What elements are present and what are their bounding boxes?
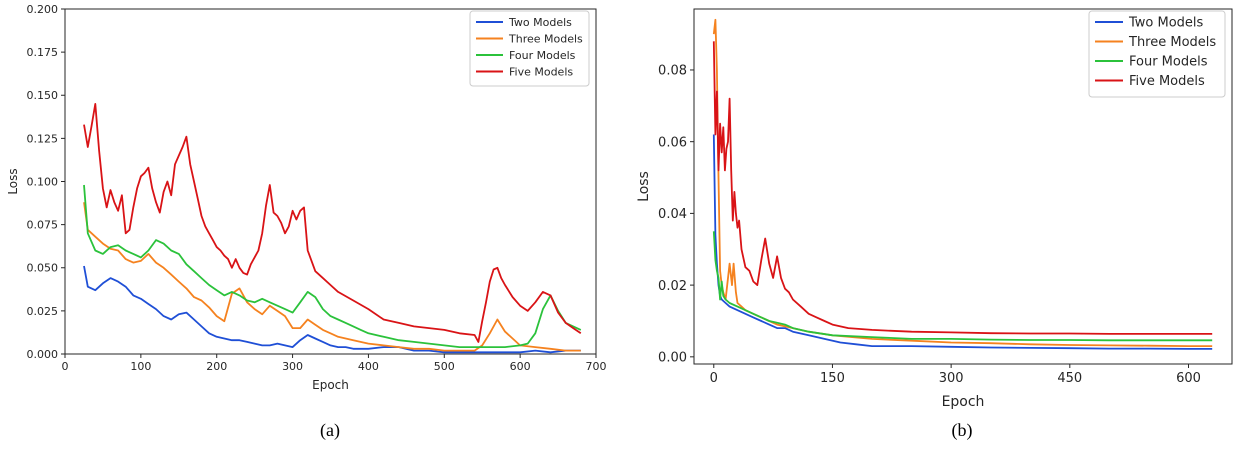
y-tick-label: 0.06 [658, 135, 687, 150]
x-tick-label: 0 [710, 371, 718, 386]
legend: Two Models Three Models Four Models Five Mo… [469, 10, 590, 87]
x-tick-label: 200 [206, 360, 227, 373]
series-lines [712, 18, 1213, 350]
x-tick-label: 600 [510, 360, 531, 373]
figure-caption: (a) [320, 420, 340, 441]
y-tick-label: 0.025 [27, 305, 59, 318]
x-tick-label: 300 [282, 360, 303, 373]
x-tick-label: 700 [586, 360, 607, 373]
x-axis-label: Epoch [312, 378, 349, 392]
y-tick-label: 0.175 [27, 46, 59, 59]
legend-label: Two Models [1128, 16, 1204, 31]
series-line-five-models [83, 103, 582, 343]
y-tick-label: 0.050 [27, 262, 59, 275]
legend-label: Five Models [509, 65, 573, 78]
x-axis-label: Epoch [942, 394, 985, 410]
x-tick-label: 500 [434, 360, 455, 373]
chart-b: 0 150 300 450 600 0.00 0.02 0.04 0.06 0.08 Epoch Lo… [636, 8, 1233, 441]
y-tick-label: 0.200 [27, 3, 59, 16]
series-lines [83, 103, 582, 354]
series-line-four-models [83, 184, 582, 349]
x-tick-label: 450 [1057, 371, 1082, 386]
x-tick-label: 300 [939, 371, 964, 386]
x-tick-label: 100 [130, 360, 151, 373]
legend-label: Four Models [1129, 55, 1208, 70]
legend-label: Three Models [1128, 35, 1216, 50]
series-line-two-models [712, 134, 1213, 350]
y-tick-label: 0.125 [27, 132, 59, 145]
legend-label: Three Models [508, 32, 583, 45]
y-axis-label: Loss [636, 171, 652, 202]
y-tick-label: 0.00 [658, 351, 687, 366]
y-tick-label: 0.150 [27, 89, 59, 102]
series-line-three-models [83, 202, 581, 352]
x-tick-label: 400 [358, 360, 379, 373]
x-tick-label: 150 [820, 371, 845, 386]
legend-box [469, 10, 590, 87]
legend-label: Two Models [508, 16, 572, 29]
figure-caption: (b) [952, 420, 973, 441]
y-tick-label: 0.000 [27, 348, 59, 361]
legend-label: Five Models [1129, 74, 1205, 89]
y-tick-label: 0.04 [658, 207, 687, 222]
x-tick-label: 0 [62, 360, 69, 373]
series-line-four-models [712, 231, 1213, 342]
series-line-five-models [712, 41, 1213, 335]
plot-frame [693, 8, 1233, 365]
x-tick-label: 600 [1176, 371, 1201, 386]
y-tick-label: 0.075 [27, 219, 59, 232]
series-line-two-models [83, 265, 581, 354]
y-tick-label: 0.08 [658, 64, 687, 79]
y-tick-label: 0.100 [27, 175, 59, 188]
legend-box [1088, 10, 1226, 98]
y-axis-label: Loss [6, 168, 20, 194]
legend: Two Models Three Models Four Models Five Mo… [1088, 10, 1226, 98]
chart-a: 0 100 200 300 400 500 600 700 0.000 0.025 0.050 0.0… [6, 3, 607, 441]
y-tick-label: 0.02 [658, 279, 687, 294]
legend-label: Four Models [509, 49, 576, 62]
